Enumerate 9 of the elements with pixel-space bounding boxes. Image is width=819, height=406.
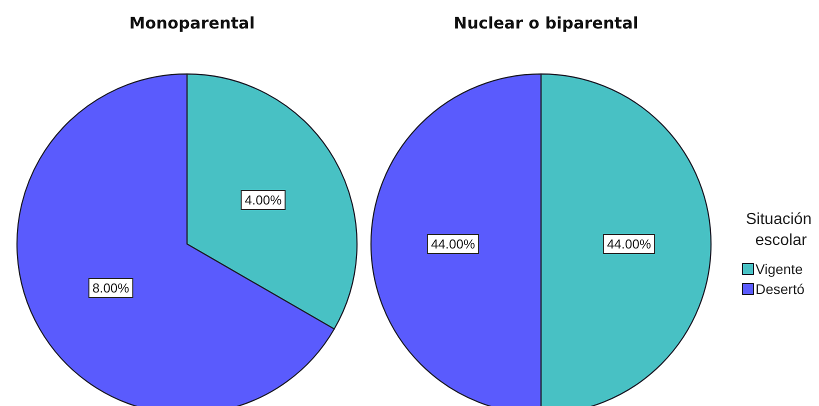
data-label: 8.00% <box>92 280 130 296</box>
data-label: 44.00% <box>430 236 476 252</box>
data-label: 44.00% <box>606 236 652 252</box>
legend-label: Vigente <box>756 261 803 277</box>
legend-title: Situación escolar <box>746 211 816 249</box>
data-label: 4.00% <box>244 192 282 208</box>
slice-label: Nuclear o biparental <box>454 14 638 32</box>
slice-label: Monoparental <box>129 14 255 32</box>
legend-label: Desertó <box>756 281 805 297</box>
